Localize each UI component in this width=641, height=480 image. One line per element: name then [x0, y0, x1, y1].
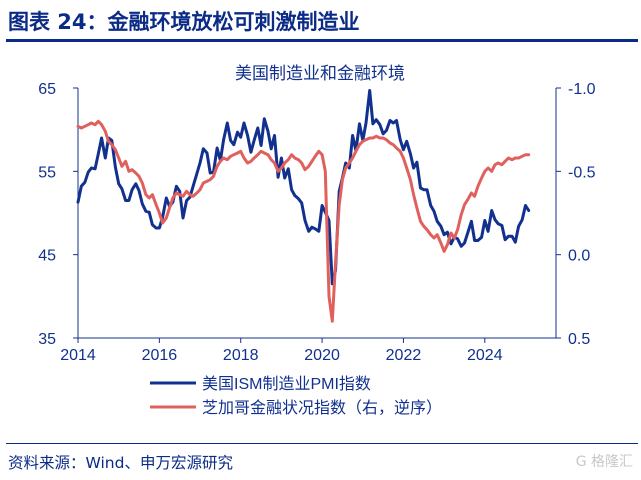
chart-title: 美国制造业和金融环境 [235, 64, 405, 83]
title-rule [6, 39, 638, 42]
y-left-tick-label: 35 [38, 331, 56, 348]
legend-label: 美国ISM制造业PMI指数 [202, 375, 371, 393]
chart-lines [76, 89, 531, 323]
x-tick-label: 2024 [467, 347, 503, 364]
line-chart: 美国制造业和金融环境 35 45 55 65 -1.0 -0.5 0.0 0.5 2014 201… [38, 64, 595, 417]
y-left-tick-label: 45 [38, 248, 56, 265]
series-line-chicago-fci [76, 119, 531, 323]
source-rule [6, 443, 638, 444]
figure-title: 图表 24：金融环境放松可刺激制造业 [8, 10, 360, 34]
y-right-tick-label: 0.5 [568, 331, 590, 348]
chart-axes: 35 45 55 65 -1.0 -0.5 0.0 0.5 2014 2016 2018 2020 20… [38, 81, 595, 364]
legend-label: 芝加哥金融状况指数（右，逆序） [202, 399, 442, 417]
figure-header: 图表 24：金融环境放松可刺激制造业 [0, 0, 641, 46]
y-right-tick-label: -1.0 [568, 81, 596, 98]
y-left-tick-label: 55 [38, 164, 56, 181]
y-right-tick-label: -0.5 [568, 164, 596, 181]
y-left-tick-label: 65 [38, 81, 56, 98]
x-tick-label: 2016 [142, 347, 178, 364]
watermark-logo: G 格隆汇 [575, 454, 633, 470]
y-right-tick-label: 0.0 [568, 248, 590, 265]
x-tick-label: 2022 [386, 347, 422, 364]
x-tick-label: 2020 [304, 347, 340, 364]
source-note: 资料来源：Wind、申万宏源研究 [8, 454, 233, 472]
series-line-ism-pmi [76, 89, 531, 286]
x-tick-label: 2018 [223, 347, 259, 364]
x-tick-label: 2014 [60, 347, 96, 364]
chart-area: 美国制造业和金融环境 35 45 55 65 -1.0 -0.5 0.0 0.5 2014 201… [0, 46, 641, 446]
